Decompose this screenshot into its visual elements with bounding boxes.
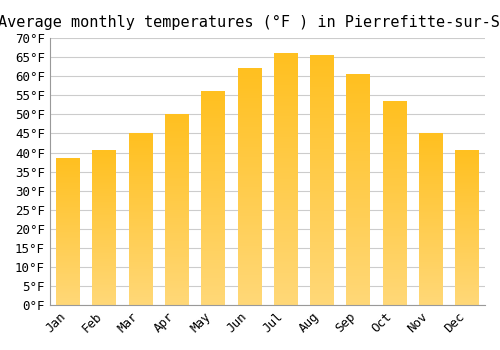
- Title: Average monthly temperatures (°F ) in Pierrefitte-sur-Seine: Average monthly temperatures (°F ) in Pi…: [0, 15, 500, 30]
